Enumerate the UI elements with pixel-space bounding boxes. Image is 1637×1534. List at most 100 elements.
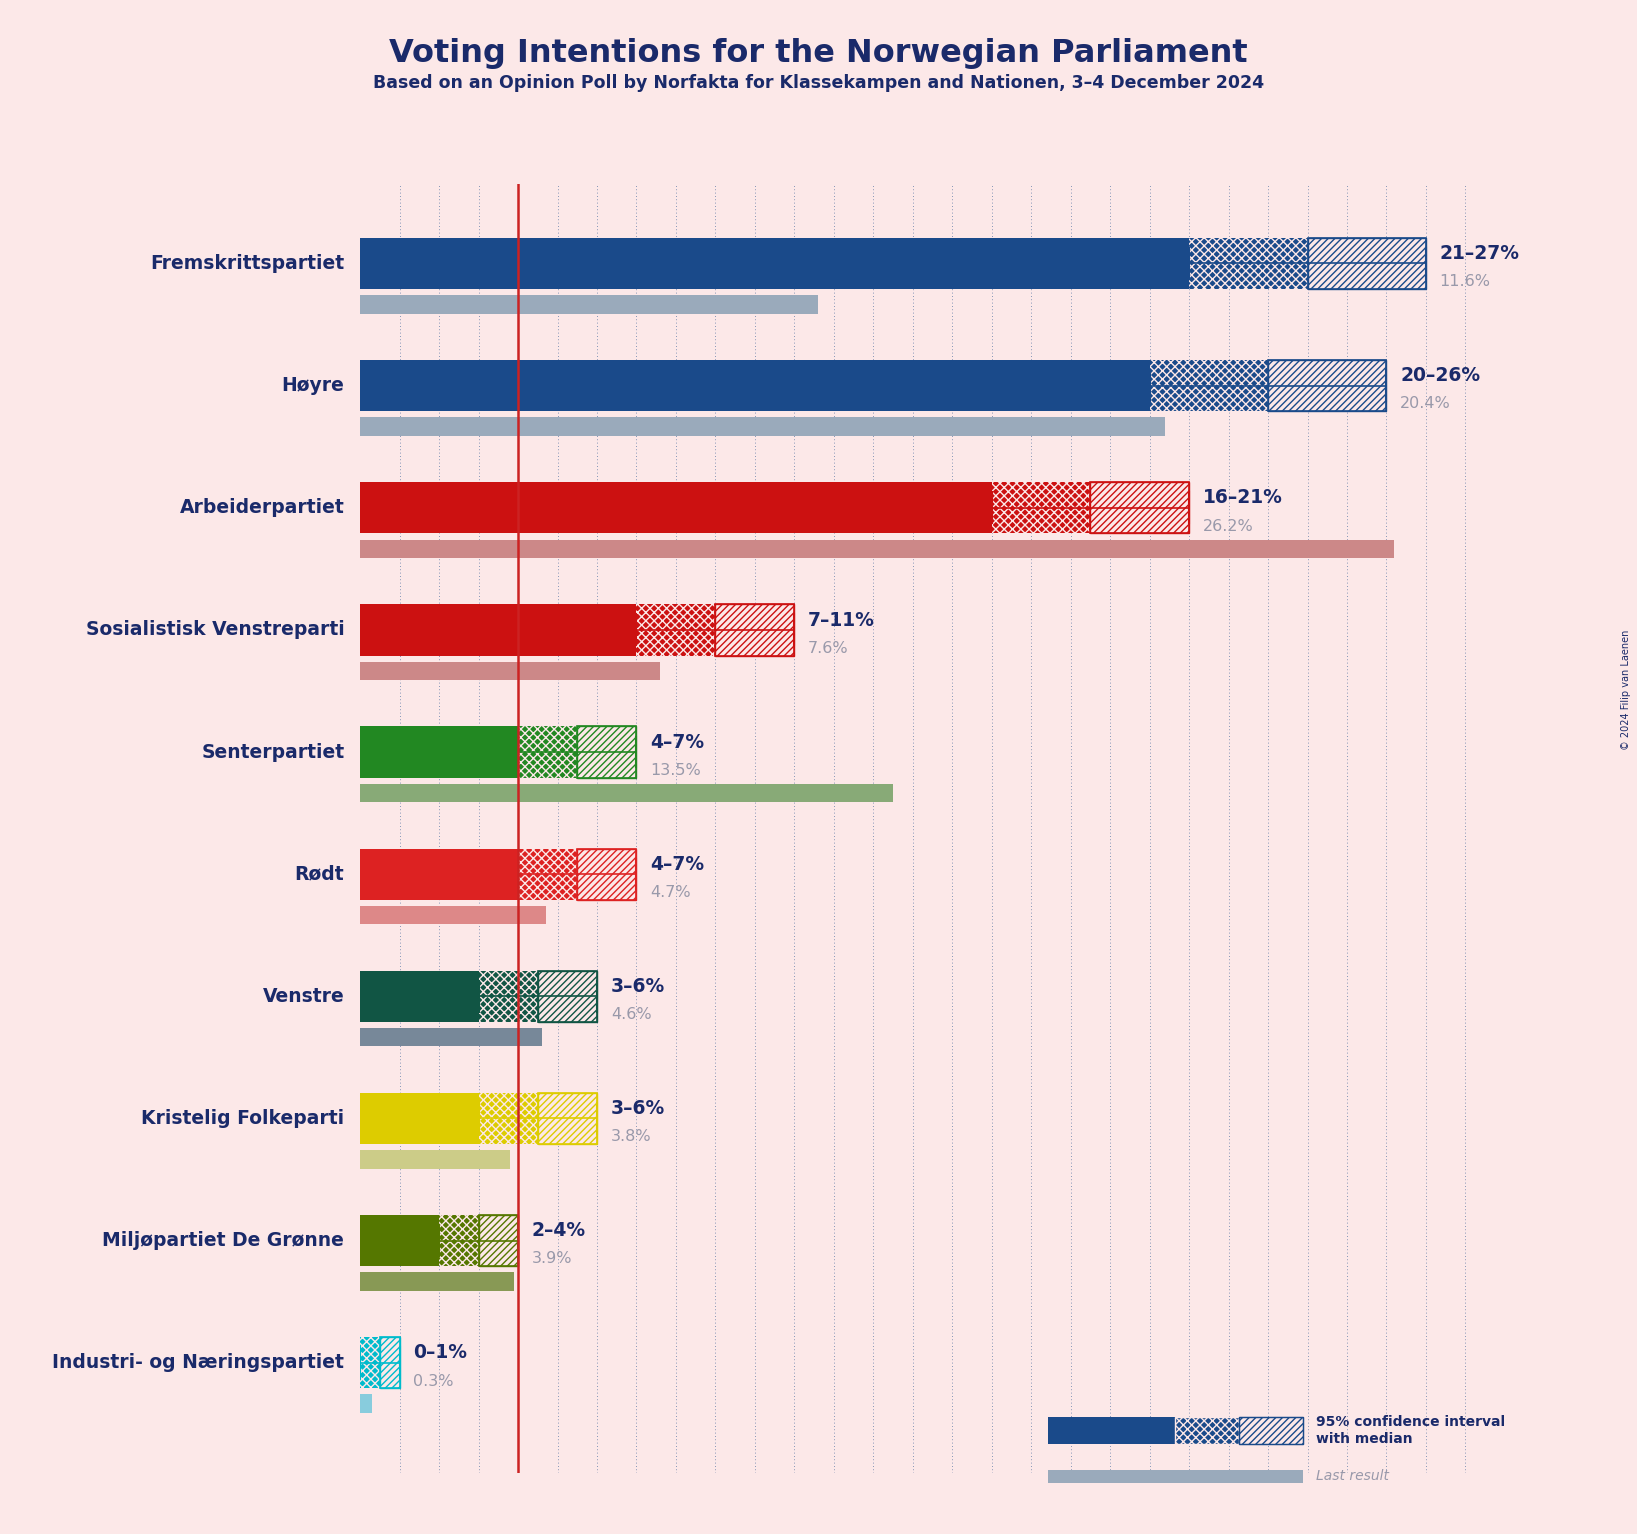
Bar bbox=[1090, 482, 1188, 534]
Text: 4.7%: 4.7% bbox=[650, 885, 691, 900]
Bar bbox=[578, 848, 637, 900]
Text: 3.9%: 3.9% bbox=[532, 1252, 573, 1267]
Bar bbox=[478, 1092, 539, 1144]
Text: Fremskrittspartiet: Fremskrittspartiet bbox=[151, 255, 344, 273]
Bar bbox=[578, 727, 637, 778]
Bar bbox=[539, 1092, 598, 1144]
Bar bbox=[380, 1338, 399, 1388]
Bar bbox=[715, 604, 794, 655]
Bar bbox=[360, 295, 818, 313]
Bar bbox=[360, 1338, 380, 1388]
Bar bbox=[380, 1338, 399, 1388]
Bar bbox=[992, 482, 1090, 534]
Bar bbox=[539, 971, 598, 1022]
Bar bbox=[578, 727, 637, 778]
Bar bbox=[1308, 238, 1426, 288]
Bar bbox=[539, 971, 598, 1022]
Bar bbox=[517, 727, 578, 778]
Bar bbox=[1149, 360, 1269, 411]
Bar bbox=[360, 1092, 478, 1144]
Bar bbox=[360, 784, 894, 802]
Bar bbox=[1239, 1417, 1303, 1443]
Text: 3–6%: 3–6% bbox=[611, 1100, 665, 1118]
Bar bbox=[1308, 238, 1426, 288]
Text: Last result: Last result bbox=[1316, 1470, 1388, 1483]
Bar bbox=[1175, 1417, 1239, 1443]
Bar bbox=[1188, 238, 1308, 288]
Text: 4–7%: 4–7% bbox=[650, 854, 704, 874]
Bar bbox=[360, 1272, 514, 1290]
Bar bbox=[360, 1028, 542, 1046]
Bar bbox=[360, 1215, 439, 1266]
Text: Miljøpartiet De Grønne: Miljøpartiet De Grønne bbox=[103, 1232, 344, 1250]
Text: 26.2%: 26.2% bbox=[1203, 518, 1254, 534]
Bar bbox=[1090, 482, 1188, 534]
Text: Høyre: Høyre bbox=[282, 376, 344, 396]
Bar bbox=[1149, 360, 1269, 411]
Text: 13.5%: 13.5% bbox=[650, 762, 701, 778]
Text: 95% confidence interval
with median: 95% confidence interval with median bbox=[1316, 1416, 1504, 1445]
Bar bbox=[539, 1092, 598, 1144]
Bar bbox=[539, 1092, 598, 1144]
Text: 16–21%: 16–21% bbox=[1203, 488, 1283, 508]
Bar bbox=[360, 907, 545, 925]
Text: 4.6%: 4.6% bbox=[611, 1008, 652, 1022]
Text: Venstre: Venstre bbox=[262, 986, 344, 1006]
Text: 21–27%: 21–27% bbox=[1441, 244, 1519, 264]
Bar bbox=[360, 238, 1188, 288]
Text: Sosialistisk Venstreparti: Sosialistisk Venstreparti bbox=[85, 620, 344, 640]
Bar bbox=[360, 604, 637, 655]
Bar bbox=[578, 848, 637, 900]
Text: 0–1%: 0–1% bbox=[414, 1344, 468, 1362]
Bar bbox=[1269, 360, 1387, 411]
Bar bbox=[360, 848, 517, 900]
Text: 3–6%: 3–6% bbox=[611, 977, 665, 996]
Text: 20–26%: 20–26% bbox=[1400, 367, 1480, 385]
Bar bbox=[517, 848, 578, 900]
Text: 7.6%: 7.6% bbox=[809, 641, 850, 655]
Text: 2–4%: 2–4% bbox=[532, 1221, 586, 1241]
Bar bbox=[1048, 1417, 1175, 1443]
Bar bbox=[1048, 1470, 1303, 1483]
Text: Industri- og Næringspartiet: Industri- og Næringspartiet bbox=[52, 1353, 344, 1373]
Bar bbox=[1090, 482, 1188, 534]
Bar bbox=[637, 604, 715, 655]
Bar bbox=[360, 482, 992, 534]
Bar bbox=[439, 1215, 478, 1266]
Text: 20.4%: 20.4% bbox=[1400, 396, 1450, 411]
Bar bbox=[637, 604, 715, 655]
Text: 11.6%: 11.6% bbox=[1441, 275, 1491, 290]
Bar bbox=[478, 971, 539, 1022]
Bar bbox=[478, 1215, 517, 1266]
Bar bbox=[1239, 1417, 1303, 1443]
Bar bbox=[539, 971, 598, 1022]
Bar bbox=[1239, 1417, 1303, 1443]
Bar bbox=[715, 604, 794, 655]
Bar bbox=[478, 971, 539, 1022]
Bar bbox=[517, 848, 578, 900]
Bar bbox=[360, 971, 478, 1022]
Text: Senterpartiet: Senterpartiet bbox=[201, 742, 344, 761]
Text: 4–7%: 4–7% bbox=[650, 733, 704, 752]
Bar bbox=[992, 482, 1090, 534]
Bar bbox=[478, 1215, 517, 1266]
Bar bbox=[1269, 360, 1387, 411]
Text: © 2024 Filip van Laenen: © 2024 Filip van Laenen bbox=[1621, 630, 1630, 750]
Bar bbox=[439, 1215, 478, 1266]
Text: Rødt: Rødt bbox=[295, 865, 344, 884]
Bar bbox=[360, 727, 517, 778]
Text: 7–11%: 7–11% bbox=[809, 611, 876, 629]
Text: Based on an Opinion Poll by Norfakta for Klassekampen and Nationen, 3–4 December: Based on an Opinion Poll by Norfakta for… bbox=[373, 74, 1264, 92]
Bar bbox=[715, 604, 794, 655]
Bar bbox=[1175, 1417, 1239, 1443]
Bar bbox=[360, 661, 660, 680]
Bar bbox=[1188, 238, 1308, 288]
Bar bbox=[360, 1338, 380, 1388]
Bar bbox=[360, 1394, 372, 1413]
Text: Kristelig Folkeparti: Kristelig Folkeparti bbox=[141, 1109, 344, 1127]
Bar bbox=[478, 1092, 539, 1144]
Text: Arbeiderpartiet: Arbeiderpartiet bbox=[180, 499, 344, 517]
Bar bbox=[478, 1215, 517, 1266]
Bar bbox=[578, 727, 637, 778]
Bar bbox=[517, 727, 578, 778]
